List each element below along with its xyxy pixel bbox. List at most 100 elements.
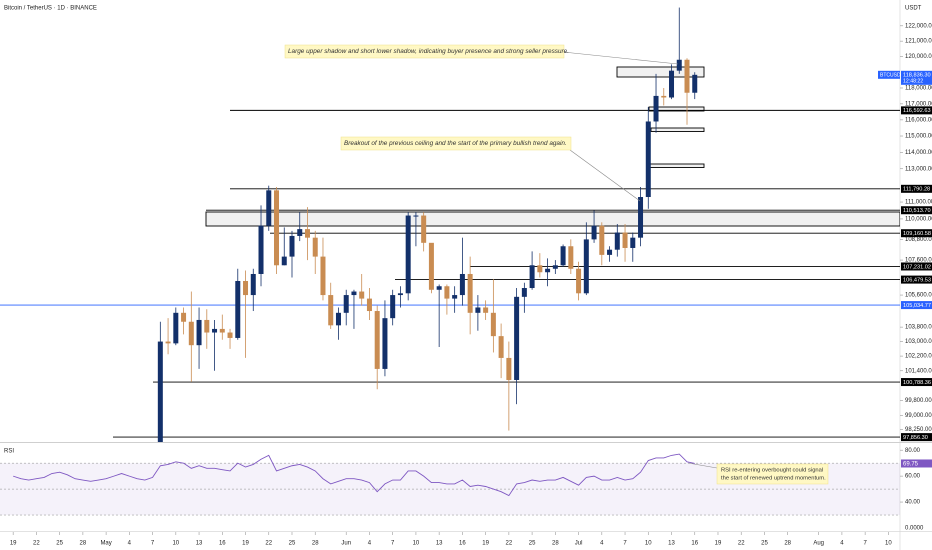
level-label: 107,231.02 <box>903 264 931 270</box>
annotation-text: Breakout of the previous ceiling and the… <box>344 140 567 147</box>
level-badge <box>901 262 932 271</box>
y-tick-label: 118,000.00 <box>905 86 932 92</box>
y-tick-label: 99,800.00 <box>905 398 932 404</box>
candle-body <box>304 229 310 238</box>
x-tick-label: 22 <box>506 541 513 547</box>
x-tick-label: 13 <box>668 541 675 547</box>
rsi-tick-label: 40.00 <box>905 500 921 506</box>
candle-body <box>459 273 465 296</box>
candle-body <box>343 295 349 313</box>
rsi-tick-label: 60.00 <box>905 474 921 480</box>
y-tick-label: 105,600.00 <box>905 293 932 299</box>
candle-body <box>599 225 605 255</box>
candle-body <box>552 265 558 269</box>
x-tick-label: 25 <box>289 541 296 547</box>
level-badge <box>901 433 932 442</box>
y-tick-label: 121,000.00 <box>905 39 932 45</box>
candle-body <box>235 280 241 338</box>
candle-body <box>204 319 210 333</box>
x-tick-label: 7 <box>863 541 867 547</box>
y-tick-label: 108,800.00 <box>905 237 932 243</box>
candle-body <box>359 291 365 299</box>
currency-label: USDT <box>905 6 922 12</box>
x-tick-label: 22 <box>738 541 745 547</box>
candle-body <box>243 280 249 296</box>
x-tick-label: 10 <box>413 541 420 547</box>
x-tick-label: 10 <box>885 541 892 547</box>
candle-body <box>274 190 280 266</box>
symbol-label: BTCUSDT <box>880 72 904 78</box>
x-tick-label: 19 <box>715 541 722 547</box>
overlay: 122,000.00 121,000.00 120,000.00 118,000.00… <box>10 23 932 547</box>
x-tick-label: 19 <box>242 541 249 547</box>
candle-body <box>320 256 326 296</box>
x-tick-label: 28 <box>80 541 87 547</box>
candle-body <box>289 235 295 257</box>
candle-body <box>436 286 442 290</box>
candle-body <box>560 246 566 266</box>
x-tick-label: 13 <box>196 541 203 547</box>
x-tick-label: 7 <box>391 541 395 547</box>
candle-body <box>676 59 682 71</box>
x-tick-label: Aug <box>813 541 824 547</box>
candle-body <box>366 298 372 312</box>
price-pane <box>0 7 900 442</box>
candle-body <box>669 70 675 98</box>
x-tick-label: 25 <box>761 541 768 547</box>
level-label: 110,513.70 <box>903 208 931 214</box>
candle-body <box>467 273 473 313</box>
candle-body <box>397 293 403 296</box>
rsi-line <box>13 453 695 497</box>
level-badge <box>901 106 932 115</box>
level-badge <box>901 301 932 310</box>
x-tick-label: 28 <box>784 541 791 547</box>
y-tick-label: 111,000.00 <box>905 200 932 206</box>
zone-box <box>647 163 705 168</box>
x-tick-label: 7 <box>151 541 155 547</box>
candle-body <box>297 229 303 236</box>
y-tick-label: 116,000.00 <box>905 117 932 123</box>
candle-body <box>622 232 628 248</box>
annotation-arrow <box>569 149 641 202</box>
level-label: 111,790.28 <box>903 187 930 193</box>
candle-body <box>312 237 318 257</box>
candle-body <box>181 312 187 322</box>
zone-box <box>650 127 705 132</box>
candle-body <box>645 121 651 198</box>
candle-body <box>413 215 419 217</box>
level-label: 106,479.53 <box>903 277 931 283</box>
candle-body <box>258 225 264 274</box>
annotation-box <box>716 463 829 485</box>
candle-body <box>638 197 644 238</box>
zone-box <box>616 66 705 78</box>
candle-body <box>545 268 551 273</box>
candle-body <box>157 341 163 442</box>
candle-body <box>537 265 543 273</box>
y-tick-label: 98,250.00 <box>905 427 932 433</box>
candle-body <box>281 256 287 266</box>
y-tick-label: 120,000.00 <box>905 54 932 60</box>
candle-body <box>188 321 194 346</box>
candle-body <box>266 190 272 226</box>
x-tick-label: 25 <box>56 541 63 547</box>
x-tick-label: 4 <box>840 541 844 547</box>
candle-body <box>351 291 357 296</box>
x-tick-label: May <box>100 541 111 547</box>
x-tick-label: 10 <box>645 541 652 547</box>
price-badge <box>901 70 932 85</box>
x-tick-label: 10 <box>172 541 179 547</box>
y-tick-label: 114,000.00 <box>905 150 932 156</box>
candle-body <box>328 295 334 326</box>
x-tick-label: Jul <box>575 541 583 547</box>
candle-body <box>227 332 233 338</box>
candle-body <box>219 328 225 333</box>
level-badge <box>901 184 932 193</box>
y-tick-label: 113,000.00 <box>905 166 932 172</box>
y-tick-label: 107,600.00 <box>905 258 932 264</box>
x-tick-label: 25 <box>529 541 536 547</box>
x-tick-label: 22 <box>33 541 40 547</box>
candle-body <box>514 296 520 380</box>
candle-body <box>614 232 620 250</box>
